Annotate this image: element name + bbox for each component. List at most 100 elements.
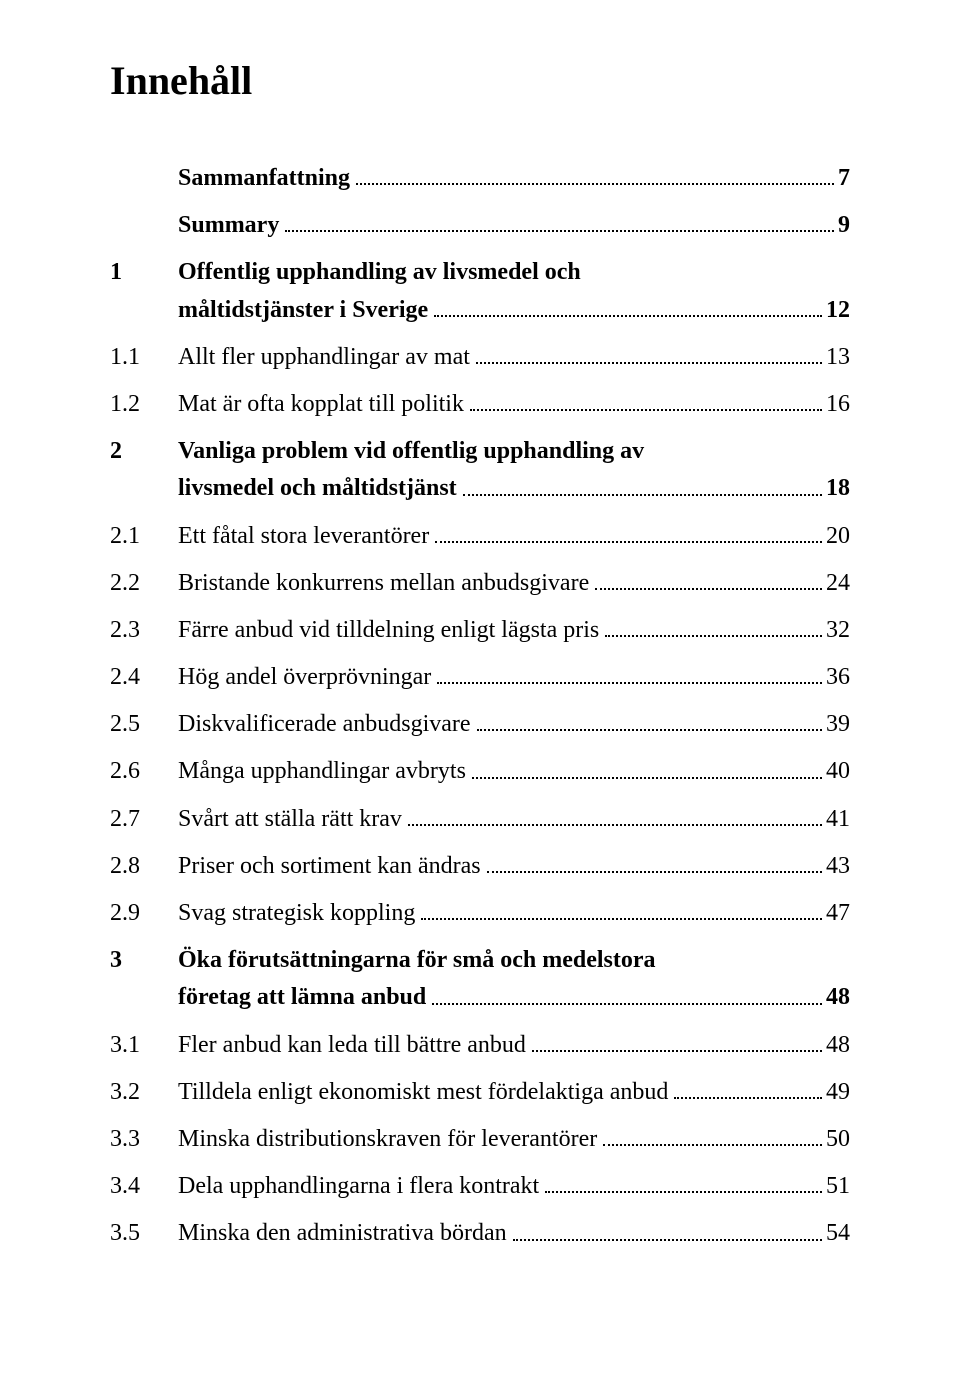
toc-dots [285, 229, 834, 232]
toc-row: 3.5 Minska den administrativa bördan 54 [110, 1215, 850, 1252]
toc-num: 2 [110, 433, 178, 470]
toc-page: 12 [826, 292, 850, 329]
toc-multiline: Offentlig upphandling av livsmedel och m… [178, 254, 850, 328]
toc-dots [435, 540, 822, 543]
toc-row: 3.3 Minska distributionskraven för lever… [110, 1121, 850, 1158]
toc-dots [470, 408, 822, 411]
toc-label: Summary [178, 207, 279, 244]
toc-label: Dela upphandlingarna i flera kontrakt [178, 1168, 539, 1205]
toc-dots [472, 776, 822, 779]
toc-num: 2.5 [110, 706, 178, 743]
toc-row: 3.4 Dela upphandlingarna i flera kontrak… [110, 1168, 850, 1205]
toc-label-line1: Öka förutsättningarna för små och medels… [178, 942, 850, 979]
toc-num: 2.2 [110, 565, 178, 602]
toc-num: 3.5 [110, 1215, 178, 1252]
toc-row: 2.7 Svårt att ställa rätt krav 41 [110, 801, 850, 838]
toc-dots [356, 182, 834, 185]
toc-row: 2.4 Hög andel överprövningar 36 [110, 659, 850, 696]
toc-page: 7 [838, 160, 850, 197]
toc-num: 2.8 [110, 848, 178, 885]
toc-row: Sammanfattning 7 [110, 160, 850, 197]
toc-dots [463, 493, 822, 496]
toc-row: 2 Vanliga problem vid offentlig upphandl… [110, 433, 850, 507]
toc-num: 1 [110, 254, 178, 291]
toc-page: 48 [826, 979, 850, 1016]
toc-page: 47 [826, 895, 850, 932]
toc-dots [605, 634, 822, 637]
toc-num: 2.1 [110, 518, 178, 555]
toc-dots [674, 1096, 822, 1099]
toc-num: 3.2 [110, 1074, 178, 1111]
toc-label: Svårt att ställa rätt krav [178, 801, 402, 838]
toc-row: 2.6 Många upphandlingar avbryts 40 [110, 753, 850, 790]
toc-row: 2.5 Diskvalificerade anbudsgivare 39 [110, 706, 850, 743]
toc-dots [532, 1049, 822, 1052]
toc-label: Mat är ofta kopplat till politik [178, 386, 464, 423]
toc-page: 20 [826, 518, 850, 555]
toc-page: 50 [826, 1121, 850, 1158]
toc-label: Allt fler upphandlingar av mat [178, 339, 470, 376]
toc-page: 32 [826, 612, 850, 649]
toc-multiline: Vanliga problem vid offentlig upphandlin… [178, 433, 850, 507]
toc-page: 41 [826, 801, 850, 838]
toc-page: 13 [826, 339, 850, 376]
toc-row: 2.1 Ett fåtal stora leverantörer 20 [110, 518, 850, 555]
toc-multiline: Öka förutsättningarna för små och medels… [178, 942, 850, 1016]
toc-label: Hög andel överprövningar [178, 659, 431, 696]
toc-num: 1.2 [110, 386, 178, 423]
toc-row: 1.2 Mat är ofta kopplat till politik 16 [110, 386, 850, 423]
toc-label: Svag strategisk koppling [178, 895, 415, 932]
toc-num: 3 [110, 942, 178, 979]
toc-row: 1 Offentlig upphandling av livsmedel och… [110, 254, 850, 328]
toc-label-line2: måltidstjänster i Sverige [178, 292, 428, 329]
toc-dots [603, 1143, 822, 1146]
toc-num: 2.6 [110, 753, 178, 790]
toc-num: 3.3 [110, 1121, 178, 1158]
toc-page: 40 [826, 753, 850, 790]
toc-label: Priser och sortiment kan ändras [178, 848, 481, 885]
toc-label: Ett fåtal stora leverantörer [178, 518, 429, 555]
toc-page: 9 [838, 207, 850, 244]
toc-page: 43 [826, 848, 850, 885]
toc-dots [408, 823, 822, 826]
toc-label: Diskvalificerade anbudsgivare [178, 706, 471, 743]
toc-row: Summary 9 [110, 207, 850, 244]
toc-dots [477, 728, 822, 731]
toc-dots [487, 870, 822, 873]
toc-row: 2.3 Färre anbud vid tilldelning enligt l… [110, 612, 850, 649]
toc-page: 36 [826, 659, 850, 696]
toc-row: 3.2 Tilldela enligt ekonomiskt mest förd… [110, 1074, 850, 1111]
toc-dots [437, 681, 822, 684]
toc-dots [513, 1238, 822, 1241]
toc-num: 3.1 [110, 1027, 178, 1064]
toc-container: Sammanfattning 7 Summary 9 1 Offentlig u… [110, 160, 850, 1253]
toc-dots [595, 587, 822, 590]
toc-page: 18 [826, 470, 850, 507]
toc-label: Minska distributionskraven för leverantö… [178, 1121, 597, 1158]
toc-dots [432, 1002, 822, 1005]
toc-num: 3.4 [110, 1168, 178, 1205]
toc-label: Färre anbud vid tilldelning enligt lägst… [178, 612, 599, 649]
toc-label-line1: Vanliga problem vid offentlig upphandlin… [178, 433, 850, 470]
toc-row: 1.1 Allt fler upphandlingar av mat 13 [110, 339, 850, 376]
toc-num: 2.7 [110, 801, 178, 838]
toc-num: 2.4 [110, 659, 178, 696]
toc-num: 1.1 [110, 339, 178, 376]
toc-label: Minska den administrativa bördan [178, 1215, 507, 1252]
toc-row: 2.2 Bristande konkurrens mellan anbudsgi… [110, 565, 850, 602]
toc-num: 2.9 [110, 895, 178, 932]
toc-label-line2: företag att lämna anbud [178, 979, 426, 1016]
toc-label: Fler anbud kan leda till bättre anbud [178, 1027, 526, 1064]
toc-label: Bristande konkurrens mellan anbudsgivare [178, 565, 589, 602]
toc-num: 2.3 [110, 612, 178, 649]
toc-row: 3.1 Fler anbud kan leda till bättre anbu… [110, 1027, 850, 1064]
toc-page: 54 [826, 1215, 850, 1252]
toc-label-line1: Offentlig upphandling av livsmedel och [178, 254, 850, 291]
page-title: Innehåll [110, 50, 850, 112]
toc-dots [545, 1190, 822, 1193]
toc-label: Tilldela enligt ekonomiskt mest fördelak… [178, 1074, 668, 1111]
toc-row: 2.8 Priser och sortiment kan ändras 43 [110, 848, 850, 885]
toc-page: 48 [826, 1027, 850, 1064]
toc-page: 24 [826, 565, 850, 602]
toc-page: 39 [826, 706, 850, 743]
